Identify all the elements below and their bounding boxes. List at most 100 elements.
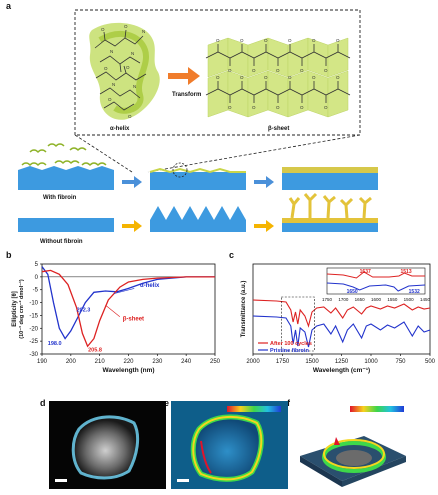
svg-text:N: N xyxy=(131,51,134,56)
x-tick-label: 1500 xyxy=(305,359,319,365)
inset-tick-label: 1700 xyxy=(338,297,349,302)
pristine-fibroin-line xyxy=(252,315,431,348)
heatmap-image-e xyxy=(171,401,288,489)
inset-tick-label: 1600 xyxy=(371,297,382,302)
inset-label-1650: 1650 xyxy=(347,289,358,295)
colorbar xyxy=(350,406,404,412)
y-axis-units: (10⁻³ deg cm⁻² dmol⁻¹) xyxy=(18,279,25,339)
without-fibroin-row xyxy=(18,192,378,232)
colorbar xyxy=(227,406,281,412)
panel-e-label: e xyxy=(164,398,170,408)
svg-text:O: O xyxy=(312,38,316,43)
y-tick-label: 5 xyxy=(35,262,39,268)
alpha-helix-line xyxy=(41,266,215,340)
svg-text:O: O xyxy=(312,75,316,80)
inset-blue-line xyxy=(326,282,426,292)
svg-text:O: O xyxy=(228,105,232,110)
ftir-spectrum-chart: 2000 1750 1500 1250 1000 750 500 Wavelength (cm… xyxy=(241,263,436,374)
scale-bar xyxy=(55,479,67,482)
peak-label-202: 202.3 xyxy=(77,308,91,314)
without-fibroin-label: Without fibroin xyxy=(40,239,83,245)
svg-text:O: O xyxy=(101,27,105,32)
panel-f-label: f xyxy=(287,398,290,408)
y-tick-label: -15 xyxy=(29,313,38,319)
peak-label-198: 198.0 xyxy=(48,341,62,347)
inset-tick-label: 1550 xyxy=(387,297,398,302)
cd-spectrum-chart: 190 200 210 220 230 240 250 5 0 -5 -10 -15 -20 -25 -30… xyxy=(12,262,221,374)
y-tick-label: -20 xyxy=(29,326,38,332)
x-tick-label: 750 xyxy=(395,359,406,365)
y-tick-label: -25 xyxy=(29,339,38,345)
inset-frame xyxy=(326,267,426,295)
svg-text:O: O xyxy=(288,38,292,43)
3d-map-image-f xyxy=(294,401,409,489)
scale-bar xyxy=(177,479,189,482)
zoom-box xyxy=(74,9,361,136)
after-100-cycles-line xyxy=(252,299,431,328)
svg-text:N: N xyxy=(133,84,136,89)
x-axis-label: Wavelength (nm) xyxy=(102,367,154,374)
inset-red-line xyxy=(326,271,425,279)
beta-sheet-label: β-sheet xyxy=(268,126,289,132)
svg-text:O: O xyxy=(252,105,256,110)
svg-text:O: O xyxy=(288,75,292,80)
inset-tick-label: 1500 xyxy=(404,297,415,302)
svg-text:O: O xyxy=(264,38,268,43)
svg-text:O: O xyxy=(300,105,304,110)
with-fibroin-row xyxy=(18,143,378,190)
zoom-line-left xyxy=(74,134,133,173)
alpha-helix-annotation: α-helix xyxy=(140,283,160,289)
alpha-helix-structure: O O N N N O O N N O O xyxy=(89,22,160,120)
x-axis-label: Wavelength (cm⁻¹) xyxy=(313,367,370,374)
svg-text:O: O xyxy=(240,38,244,43)
transform-label: Transform xyxy=(172,92,201,98)
x-tick-label: 1750 xyxy=(276,359,290,365)
svg-text:O: O xyxy=(300,68,304,73)
beta-sheet-pointer xyxy=(105,304,121,317)
svg-text:O: O xyxy=(240,75,244,80)
inset-label-1532: 1532 xyxy=(409,289,420,295)
region-box xyxy=(281,296,315,352)
svg-text:N: N xyxy=(110,49,113,54)
svg-text:O: O xyxy=(324,105,328,110)
panel-a-label: a xyxy=(6,1,12,11)
svg-text:O: O xyxy=(336,38,340,43)
inset-tick-label: 1750 xyxy=(322,297,333,302)
inset-label-1637: 1637 xyxy=(360,269,371,275)
fluorescence-image-d xyxy=(49,401,166,489)
svg-text:N: N xyxy=(142,29,145,34)
with-fibroin-label: With fibroin xyxy=(43,195,77,201)
x-tick-label: 220 xyxy=(123,359,134,365)
x-tick-label: 1250 xyxy=(335,359,349,365)
svg-text:O: O xyxy=(216,75,220,80)
svg-text:O: O xyxy=(336,75,340,80)
svg-text:N: N xyxy=(112,82,115,87)
y-axis-label: Transmittance (a.u.) xyxy=(241,281,247,338)
svg-text:O: O xyxy=(252,68,256,73)
x-tick-label: 190 xyxy=(37,359,48,365)
inset-label-1513: 1513 xyxy=(401,269,412,275)
panel-c-label: c xyxy=(229,250,235,260)
peak-label-205: 205.8 xyxy=(88,347,102,353)
x-tick-label: 500 xyxy=(425,359,436,365)
inset-tick-label: 1650 xyxy=(355,297,366,302)
legend-pristine-fibroin: Pristine fibroin xyxy=(270,348,309,354)
x-tick-label: 250 xyxy=(210,359,221,365)
svg-text:O: O xyxy=(126,65,130,70)
y-tick-label: -5 xyxy=(33,288,39,294)
panel-a-diagram: O O N N N O O N N O O α-helix Transform xyxy=(18,9,378,245)
x-tick-label: 210 xyxy=(95,359,106,365)
legend-after-100-cycles: After 100 cycles xyxy=(270,341,312,347)
beta-sheet-line xyxy=(41,269,215,348)
svg-text:O: O xyxy=(276,105,280,110)
y-tick-label: -10 xyxy=(29,301,38,307)
y-tick-label: -30 xyxy=(29,352,38,358)
svg-text:O: O xyxy=(104,66,108,71)
x-tick-label: 240 xyxy=(181,359,192,365)
panel-d-label: d xyxy=(40,398,46,408)
transform-arrow xyxy=(168,67,200,85)
svg-text:O: O xyxy=(324,68,328,73)
svg-text:O: O xyxy=(124,24,128,29)
beta-sheet-structure: O O O O O O O O O O O O O O O O O O O O O O xyxy=(205,37,351,118)
beta-sheet-annotation: β-sheet xyxy=(123,317,144,323)
